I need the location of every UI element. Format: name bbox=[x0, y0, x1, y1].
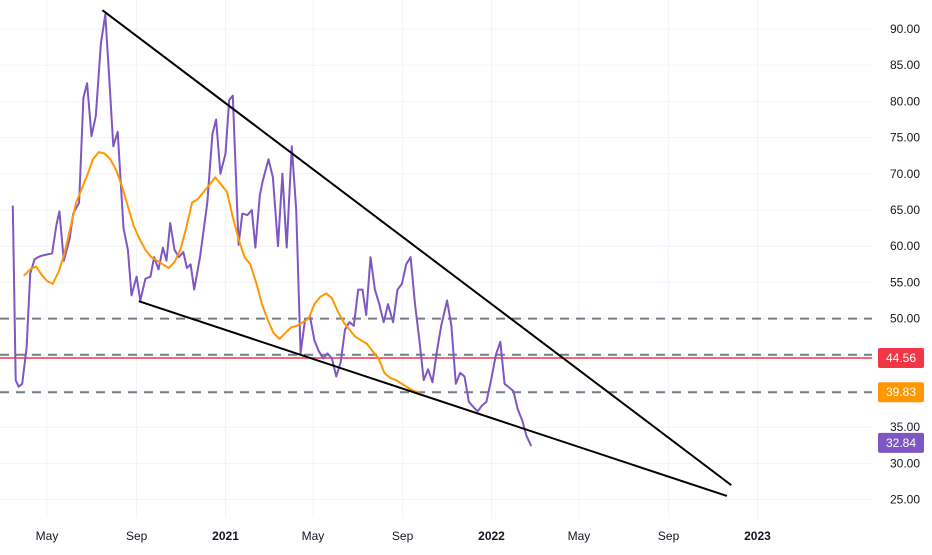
y-tick-label: 85.00 bbox=[890, 58, 920, 72]
series bbox=[11, 13, 532, 447]
y-tick-label: 50.00 bbox=[890, 312, 920, 326]
x-tick-label: May bbox=[36, 529, 59, 543]
x-tick-label: Sep bbox=[658, 529, 680, 543]
moving-average-line[interactable] bbox=[23, 151, 421, 394]
y-tick-label: 60.00 bbox=[890, 239, 920, 253]
x-tick-label: Sep bbox=[126, 529, 148, 543]
price-labels: 44.56 39.83 32.84 bbox=[878, 347, 924, 453]
y-tick-label: 65.00 bbox=[890, 203, 920, 217]
lower-trendline[interactable] bbox=[138, 300, 728, 497]
x-tick-label: 2022 bbox=[478, 529, 505, 543]
x-tick-label: Sep bbox=[392, 529, 414, 543]
y-tick-label: 30.00 bbox=[890, 456, 920, 470]
resistance-label-text: 44.56 bbox=[886, 351, 916, 365]
x-tick-label: 2021 bbox=[212, 529, 239, 543]
ma-label-bg bbox=[878, 382, 924, 403]
upper-trendline[interactable] bbox=[101, 9, 732, 486]
x-tick-label: May bbox=[568, 529, 591, 543]
x-axis[interactable]: May Sep 2021 May Sep 2022 May Sep 2023 bbox=[36, 529, 771, 543]
price-line[interactable] bbox=[11, 13, 532, 447]
price-label-bg bbox=[878, 432, 924, 453]
ma-label: 39.83 bbox=[878, 382, 924, 403]
y-tick-label: 80.00 bbox=[890, 94, 920, 108]
y-tick-label: 90.00 bbox=[890, 22, 920, 36]
x-tick-label: 2023 bbox=[744, 529, 771, 543]
x-tick-label: May bbox=[302, 529, 325, 543]
y-tick-label: 25.00 bbox=[890, 493, 920, 507]
ma-label-text: 39.83 bbox=[886, 385, 916, 399]
grid bbox=[0, 0, 872, 518]
y-tick-label: 70.00 bbox=[890, 167, 920, 181]
y-tick-label: 35.00 bbox=[890, 420, 920, 434]
y-tick-label: 75.00 bbox=[890, 131, 920, 145]
resistance-label: 44.56 bbox=[878, 347, 924, 368]
y-tick-label: 55.00 bbox=[890, 275, 920, 289]
price-label-text: 32.84 bbox=[886, 436, 916, 450]
price-label: 32.84 bbox=[878, 432, 924, 453]
trendlines bbox=[101, 9, 732, 497]
resistance-label-bg bbox=[878, 347, 924, 368]
